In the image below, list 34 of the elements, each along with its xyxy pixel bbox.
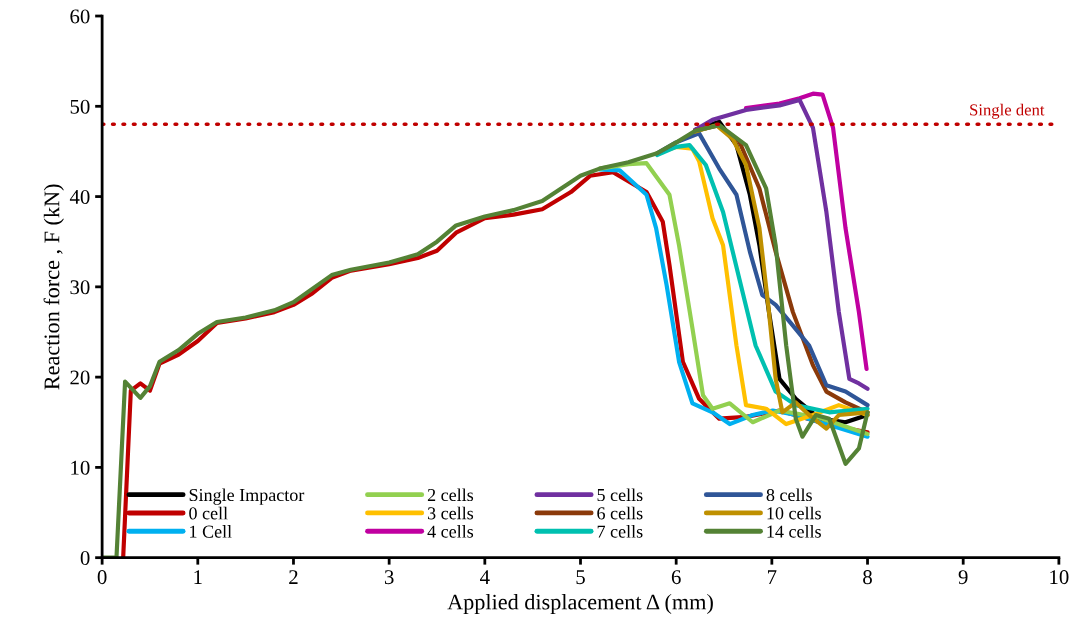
legend-label: 14 cells xyxy=(767,525,821,538)
legend-label: 4 cells xyxy=(427,525,474,538)
legend-label: 7 cells xyxy=(597,525,643,538)
y-tick-label: 0 xyxy=(80,551,90,566)
legend-label: 2 cells xyxy=(427,488,474,502)
x-tick-label: 5 xyxy=(576,570,585,585)
legend-label: 3 cells xyxy=(427,506,474,520)
x-axis-title: Applied displacement Δ (mm) xyxy=(447,593,713,615)
y-tick-label: 60 xyxy=(70,9,90,24)
legend-label: 10 cells xyxy=(767,506,821,520)
x-tick-label: 6 xyxy=(671,570,681,585)
x-tick-label: 1 xyxy=(194,570,202,584)
line-series xyxy=(693,97,870,391)
y-tick-label: 20 xyxy=(70,370,90,385)
legend-label: 6 cells xyxy=(597,506,643,520)
x-tick-label: 2 xyxy=(289,570,298,584)
legend-label: 8 cells xyxy=(766,488,812,502)
legend-label: 5 cells xyxy=(597,488,643,502)
x-tick-label: 3 xyxy=(384,570,394,585)
x-tick-label: 10 xyxy=(1050,570,1069,585)
x-tick-label: 4 xyxy=(480,570,490,584)
ref-line-label: Single dent xyxy=(970,103,1045,119)
y-tick-label: 50 xyxy=(70,99,90,114)
x-tick-label: 0 xyxy=(97,570,107,585)
legend-label: Single Impactor xyxy=(189,488,305,505)
x-tick-label: 9 xyxy=(958,570,968,585)
legend-label: 1 Cell xyxy=(190,525,232,538)
y-tick-label: 40 xyxy=(69,189,90,205)
y-axis-title: Reaction force , F (kN) xyxy=(43,184,64,390)
y-tick-label: 30 xyxy=(70,280,90,295)
legend-label: 0 cell xyxy=(189,506,228,520)
y-tick-label: 10 xyxy=(71,460,90,475)
x-tick-label: 8 xyxy=(863,570,872,585)
x-tick-label: 7 xyxy=(768,570,777,584)
